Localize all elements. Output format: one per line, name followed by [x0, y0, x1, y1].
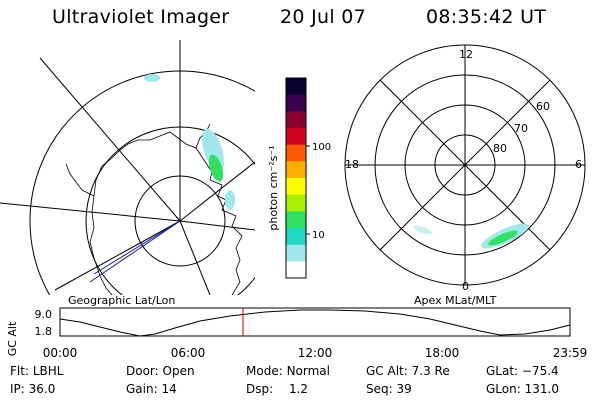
gain-value: 14	[161, 382, 177, 396]
mlt-label-left: 18	[345, 158, 359, 171]
mlt-label-bottom: 0	[462, 280, 469, 293]
timeline-x-tick-label: 12:00	[298, 346, 333, 360]
color-scale-segment	[286, 228, 306, 246]
meridian-line	[54, 220, 181, 291]
timeline-x-tick-label: 23:59	[553, 346, 588, 360]
color-scale-segment	[286, 78, 306, 96]
meridian-line	[39, 57, 181, 222]
filter-field: Flt: LBHL	[10, 364, 63, 378]
ip-label: IP:	[10, 382, 25, 396]
mlat-label: 70	[514, 122, 528, 135]
ip-value: 36.0	[28, 382, 56, 396]
mode-field: Mode: Normal	[246, 364, 330, 378]
dsp-label: Dsp:	[246, 382, 274, 396]
timeline-axis-title: GC Alt	[6, 321, 19, 356]
gc-altitude-curve	[59, 309, 571, 337]
color-scale-segment	[286, 161, 306, 179]
color-scale-frame	[285, 77, 307, 279]
timeline-x-tick-label: 00:00	[43, 346, 78, 360]
mlt-line	[379, 79, 551, 251]
gain-label: Gain:	[126, 382, 158, 396]
seq-value: 39	[396, 382, 412, 396]
color-scale-segment	[286, 144, 306, 162]
geographic-map-panel	[0, 40, 255, 295]
sun-direction-line	[89, 220, 181, 283]
lat-circle	[29, 70, 255, 295]
mlat-label: 80	[493, 142, 507, 155]
sun-direction-line	[93, 220, 181, 275]
gc-alt-label: GC Alt:	[366, 364, 408, 378]
lat-circle	[85, 126, 255, 295]
timeline-y-max: 9.0	[35, 308, 53, 321]
timeline-x-tick-label: 18:00	[425, 346, 460, 360]
mlt-label-right: 6	[575, 158, 582, 171]
meridian-line	[179, 220, 255, 231]
filter-value: LBHL	[32, 364, 64, 378]
color-scale-segment	[286, 178, 306, 196]
auroral-emission	[144, 74, 235, 210]
door-label: Door:	[126, 364, 159, 378]
timeline-x-tick-label: 06:00	[171, 346, 206, 360]
gain-field: Gain: 14	[126, 382, 177, 396]
color-scale-segment	[286, 194, 306, 212]
seq-label: Seq:	[366, 382, 393, 396]
time-label: 08:35:42 UT	[426, 6, 547, 28]
seq-field: Seq: 39	[366, 382, 412, 396]
filter-label: Flt:	[10, 364, 29, 378]
ip-field: IP: 36.0	[10, 382, 55, 396]
gc-alt-field: GC Alt: 7.3 Re	[366, 364, 450, 378]
dsp-value: 1.2	[288, 382, 309, 396]
mlat-label: 60	[536, 100, 550, 113]
mode-label: Mode:	[246, 364, 283, 378]
mode-value: Normal	[286, 364, 330, 378]
door-field: Door: Open	[126, 364, 195, 378]
dsp-field: Dsp: 1.2	[246, 382, 308, 396]
timeline-frame	[59, 307, 571, 337]
glon-label: GLon:	[486, 382, 521, 396]
mlt-label-top: 12	[459, 48, 473, 61]
gc-altitude-timeline: GC Alt 9.0 1.8 00:00 06:00 12:00 18:00 2…	[6, 307, 588, 360]
app-title: Ultraviolet Imager	[52, 6, 230, 28]
glon-value: 131.0	[524, 382, 559, 396]
geographic-panel-label: Geographic Lat/Lon	[68, 294, 176, 307]
glat-field: GLat: −75.4	[486, 364, 559, 378]
date-label: 20 Jul 07	[280, 6, 367, 28]
meridian-line	[0, 202, 181, 222]
glon-field: GLon: 131.0	[486, 382, 559, 396]
apex-mlat-mlt-panel: 12 6 0 18 60 70 80	[344, 44, 586, 293]
color-scale-segment	[286, 94, 306, 112]
timeline-y-min: 1.8	[35, 325, 53, 338]
color-scale-tick-label: 10	[312, 230, 325, 241]
apex-panel-label: Apex MLat/MLT	[414, 294, 497, 307]
color-scale-tick-label: 100	[312, 142, 331, 153]
auroral-oval-emission	[413, 223, 529, 249]
color-scale-segment	[286, 128, 306, 146]
door-value: Open	[162, 364, 195, 378]
gc-alt-value: 7.3 Re	[411, 364, 450, 378]
glat-label: GLat:	[486, 364, 519, 378]
color-scale-segment	[286, 111, 306, 129]
color-scale-segment	[286, 244, 306, 262]
color-scale-segment	[286, 261, 306, 279]
color-scale-title: photon cm⁻²s⁻¹	[267, 145, 280, 230]
color-scale-segment	[286, 211, 306, 229]
meridian-line	[179, 220, 211, 295]
glat-value: −75.4	[521, 364, 559, 378]
color-scale-bar: 100 10 photon cm⁻²s⁻¹	[267, 77, 331, 279]
